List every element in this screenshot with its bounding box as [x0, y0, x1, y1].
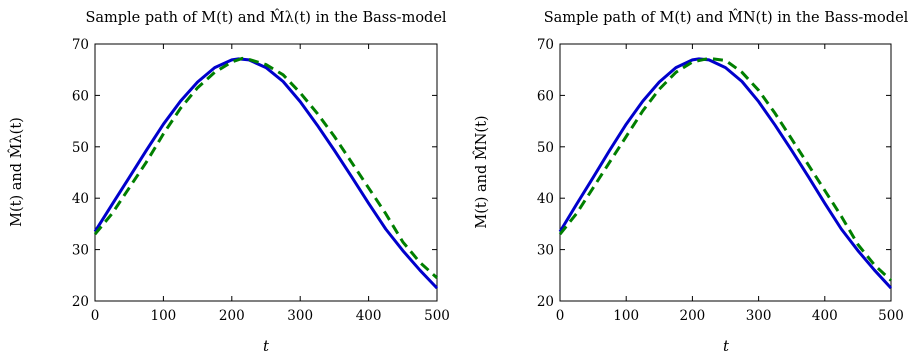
tick-group: 0 100 200 300 400 500 20 30 40 50 60 70	[72, 37, 450, 324]
y-tick-label: 50	[537, 140, 554, 156]
y-tick-label: 40	[537, 191, 554, 207]
x-tick-label: 100	[613, 308, 639, 324]
y-tick-label: 20	[72, 294, 89, 310]
x-tick-label: 100	[151, 308, 177, 324]
plot-frame	[94, 43, 438, 302]
x-tick-label: 500	[878, 308, 904, 324]
x-tick-label: 300	[746, 308, 772, 324]
series-line-0	[558, 57, 893, 290]
y-tick-label: 30	[72, 243, 89, 259]
x-tick-label: 300	[287, 308, 313, 324]
y-tick-label: 60	[72, 88, 89, 104]
tick-group: 0 100 200 300 400 500 20 30 40 50 60 70	[537, 37, 904, 324]
y-tick-label: 70	[72, 37, 89, 53]
x-tick-label: 200	[680, 308, 706, 324]
x-axis-label: t	[263, 337, 270, 355]
chart-title: Sample path of M(t) and M̂N(t) in the Ba…	[544, 8, 908, 26]
x-tick-label: 500	[424, 308, 450, 324]
y-axis-label: M(t) and M̂N(t)	[472, 115, 490, 228]
x-axis-label: t	[723, 337, 730, 355]
y-tick-label: 20	[537, 294, 554, 310]
series-group	[558, 56, 893, 290]
series-line-1	[558, 56, 893, 282]
y-tick-label: 40	[72, 191, 89, 207]
y-tick-label: 50	[72, 140, 89, 156]
x-tick-label: 0	[91, 308, 100, 324]
chart-title: Sample path of M(t) and M̂λ(t) in the Ba…	[85, 8, 446, 26]
x-tick-label: 400	[356, 308, 382, 324]
x-tick-label: 0	[556, 308, 565, 324]
series-line-1	[93, 56, 439, 280]
series-line-0	[93, 57, 439, 290]
series-group	[93, 56, 439, 290]
y-tick-label: 30	[537, 243, 554, 259]
y-tick-label: 70	[537, 37, 554, 53]
y-axis-label: M(t) and M̂λ(t)	[7, 117, 25, 227]
x-tick-label: 400	[812, 308, 838, 324]
plot-frame	[559, 43, 892, 302]
chart-left: Sample path of M(t) and M̂λ(t) in the Ba…	[7, 8, 450, 355]
x-tick-label: 200	[219, 308, 245, 324]
chart-right: Sample path of M(t) and M̂N(t) in the Ba…	[472, 8, 908, 355]
y-tick-label: 60	[537, 88, 554, 104]
